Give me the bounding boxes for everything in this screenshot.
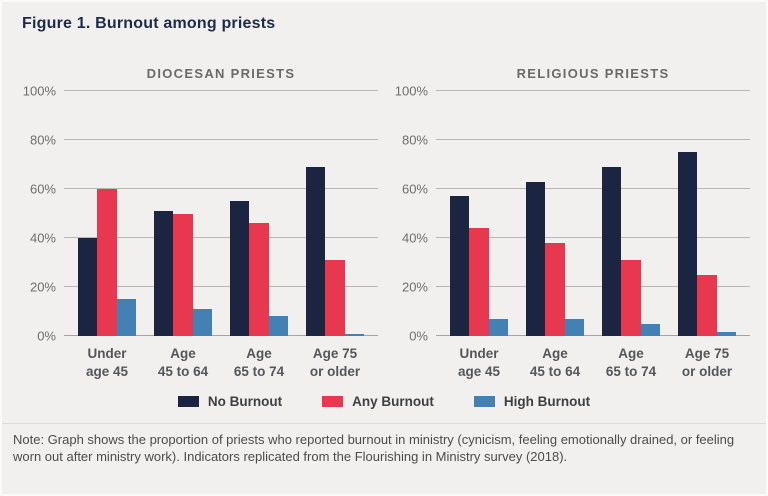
bar-any-burnout — [469, 228, 489, 336]
gridline-60- — [64, 188, 378, 189]
bar-high-burnout — [344, 333, 364, 336]
y-axis-tick-label: 60% — [29, 181, 56, 197]
legend-label: High Burnout — [503, 394, 591, 409]
legend-label: Any Burnout — [352, 394, 434, 409]
chart-religious-priests: RELIGIOUS PRIESTS 0% 20% 40% 60% 80% 100% Unde… — [392, 64, 754, 380]
y-axis-tick-label: 0% — [409, 328, 428, 344]
category-label: Age 45 to 64 — [157, 346, 209, 379]
chart-title-religious: RELIGIOUS PRIESTS — [516, 66, 670, 81]
y-axis-tick-label: 80% — [29, 132, 56, 148]
legend-swatch-high-burnout — [473, 396, 495, 407]
bar-groups: Under age 45 Age 45 to 64 Age 65 to 74 Age … — [64, 91, 378, 379]
bar-any-burnout — [621, 260, 641, 336]
legend-swatch-any-burnout — [322, 396, 344, 407]
gridline-80- — [436, 139, 750, 140]
legend-label: No Burnout — [207, 394, 283, 409]
y-axis-tick-label: 40% — [401, 230, 428, 246]
y-axis-tick-label: 40% — [29, 230, 56, 246]
gridline-80- — [64, 139, 378, 140]
bar-no-burnout — [306, 166, 326, 336]
legend-item-high-burnout: High Burnout — [473, 394, 591, 409]
bar-any-burnout — [325, 260, 345, 336]
category-label: Age 75 or older — [309, 346, 361, 379]
category-label: Under age 45 — [85, 346, 129, 379]
y-axis-tick-label: 100% — [22, 83, 56, 99]
bar-group-age-45-to-64: Age 45 to 64 — [526, 91, 584, 379]
y-axis-tick-label: 100% — [394, 83, 428, 99]
category-label: Under age 45 — [457, 346, 501, 379]
bar-high-burnout — [192, 309, 212, 336]
chart-diocesan-priests: DIOCESAN PRIESTS 0% 20% 40% 60% 80% 100% Under… — [20, 64, 382, 380]
bar-group-under-age-45: Under age 45 — [78, 91, 136, 379]
plot-area-diocesan: 0% 20% 40% 60% 80% 100% Under age 45 Age 45 to … — [23, 84, 378, 379]
bar-group-age-75-or-older: Age 75 or older — [678, 91, 736, 379]
category-label: Age 65 to 74 — [605, 346, 657, 379]
divider-line — [2, 423, 766, 424]
gridline-100- — [64, 90, 378, 91]
bar-any-burnout — [697, 274, 717, 336]
category-label: Age 65 to 74 — [233, 346, 285, 379]
bar-no-burnout — [678, 152, 698, 336]
y-axis-tick-label: 20% — [401, 279, 428, 295]
y-axis-tick-label: 60% — [401, 181, 428, 197]
legend: No Burnout Any Burnout High Burnout — [2, 394, 766, 409]
bar-no-burnout — [230, 201, 250, 336]
bar-high-burnout — [640, 323, 660, 336]
bar-no-burnout — [450, 196, 470, 336]
bar-high-burnout — [488, 318, 508, 336]
bar-high-burnout — [116, 299, 136, 336]
bar-any-burnout — [173, 213, 193, 336]
bar-group-age-65-to-74: Age 65 to 74 — [230, 91, 288, 379]
gridline-100- — [436, 90, 750, 91]
bar-high-burnout — [564, 318, 584, 336]
bar-group-under-age-45: Under age 45 — [450, 91, 508, 379]
category-label: Age 75 or older — [681, 346, 733, 379]
bar-no-burnout — [602, 166, 622, 336]
gridline-60- — [436, 188, 750, 189]
chart-title-diocesan: DIOCESAN PRIESTS — [146, 66, 296, 81]
y-axis-tick-label: 0% — [37, 328, 56, 344]
y-axis-tick-label: 20% — [29, 279, 56, 295]
bar-high-burnout — [268, 316, 288, 336]
plot-area-religious: 0% 20% 40% 60% 80% 100% Under age 45 Age 45 to … — [395, 84, 750, 379]
bar-no-burnout — [78, 238, 98, 336]
bar-groups: Under age 45 Age 45 to 64 Age 65 to 74 Age … — [436, 91, 750, 379]
gridline-0- — [64, 335, 378, 336]
figure-title: Figure 1. Burnout among priests — [22, 15, 276, 32]
legend-item-no-burnout: No Burnout — [177, 394, 283, 409]
gridline-0- — [436, 335, 750, 336]
gridline-20- — [436, 286, 750, 287]
bar-high-burnout — [716, 332, 736, 336]
bar-group-age-65-to-74: Age 65 to 74 — [602, 91, 660, 379]
y-axis-tick-label: 80% — [401, 132, 428, 148]
category-label: Age 45 to 64 — [529, 346, 581, 379]
legend-swatch-no-burnout — [177, 396, 199, 407]
bar-no-burnout — [526, 181, 546, 336]
footnote: Note: Graph shows the proportion of prie… — [13, 432, 735, 464]
bar-any-burnout — [97, 189, 117, 336]
legend-item-any-burnout: Any Burnout — [322, 394, 434, 409]
bar-any-burnout — [545, 242, 565, 336]
bar-group-age-45-to-64: Age 45 to 64 — [154, 91, 212, 379]
gridline-40- — [436, 237, 750, 238]
bar-any-burnout — [249, 223, 269, 336]
bar-group-age-75-or-older: Age 75 or older — [306, 91, 364, 379]
gridline-20- — [64, 286, 378, 287]
gridline-40- — [64, 237, 378, 238]
bar-no-burnout — [154, 211, 174, 336]
